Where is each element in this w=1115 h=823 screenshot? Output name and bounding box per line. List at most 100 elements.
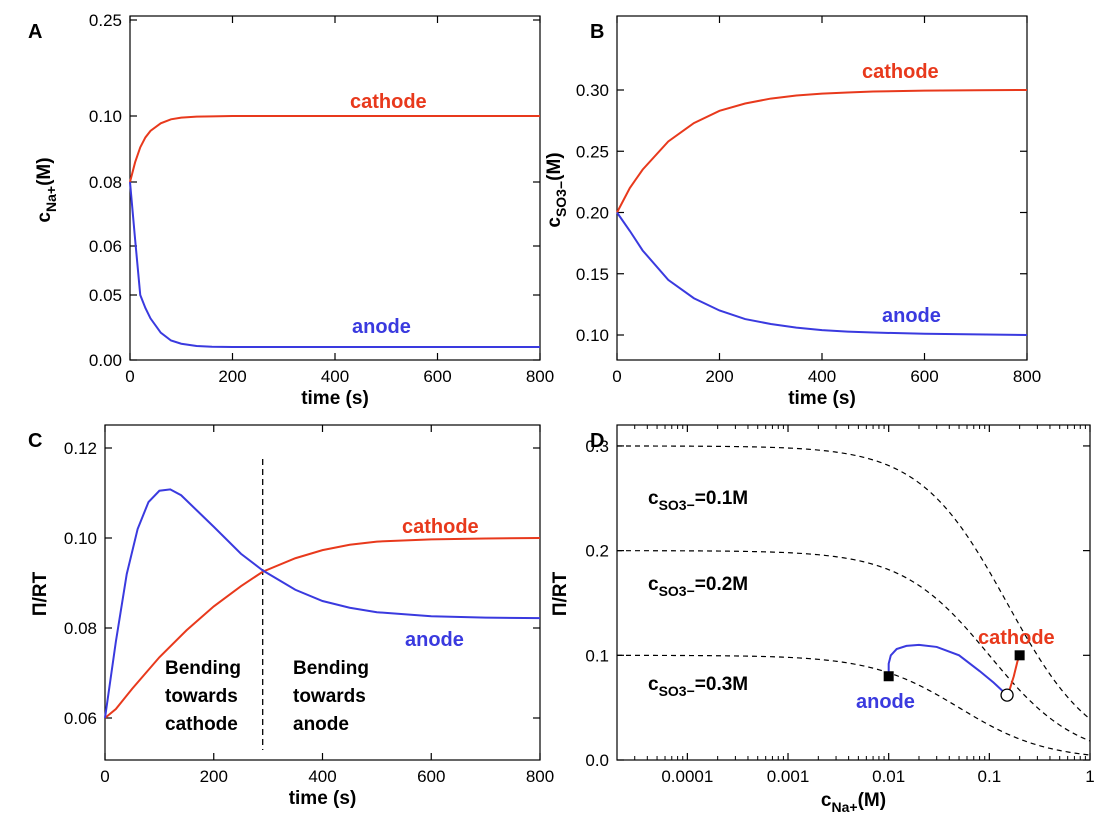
isoline-label-value: =0.3M [695, 674, 748, 695]
y-tick-label: 0.00 [89, 351, 122, 370]
x-axis-label-sub: Na+ [832, 799, 858, 815]
marker-open-circle [1000, 688, 1014, 702]
y-tick-label: 0.10 [576, 326, 609, 345]
x-tick-label: 1 [1085, 767, 1094, 786]
isoline-3 [617, 445, 1091, 720]
y-tick-label: 0.20 [576, 204, 609, 223]
x-tick-label: 600 [417, 767, 445, 786]
y-tick-label: 0.25 [576, 142, 609, 161]
panel-label: C [28, 430, 42, 452]
y-tick-label: 0.10 [89, 107, 122, 126]
y-axis-label-main: c [544, 217, 565, 228]
series-line-anode [129, 181, 540, 348]
x-tick-label: 200 [200, 767, 228, 786]
y-tick-label: 0.08 [89, 173, 122, 192]
x-axis-label: time (s) [788, 388, 856, 409]
series-line-anode [887, 643, 1008, 696]
x-tick-label: 0.1 [978, 767, 1002, 786]
isoline-label: cSO3−=0.3M [648, 674, 748, 699]
panel-b: B 0 200 400 600 800 0.10 0.15 0.20 0.25 0.30 cSO3−(… [544, 15, 1041, 409]
x-tick-label: 400 [808, 367, 836, 386]
y-tick-label: 0.06 [64, 709, 97, 728]
annotation-text: Bending [293, 658, 369, 679]
y-tick-label: 0.0 [585, 751, 609, 770]
isoline-label: cSO3−=0.2M [648, 574, 748, 599]
x-axis-label-unit: (M) [858, 790, 886, 811]
series-label-cathode: cathode [978, 627, 1055, 649]
y-tick-label: 0.2 [585, 542, 609, 561]
y-axis-label: cSO3−(M) [544, 152, 569, 227]
y-axis-label-sub: SO3− [553, 181, 569, 217]
x-tick-label: 200 [218, 367, 246, 386]
series-line-anode [616, 211, 1028, 336]
series-line-cathode [616, 89, 1028, 213]
annotation-text: cathode [165, 714, 238, 735]
series-label-cathode: cathode [350, 91, 427, 113]
y-tick-label: 0.06 [89, 237, 122, 256]
y-axis-label-unit: (M) [544, 152, 565, 180]
y-tick-label: 0.30 [576, 81, 609, 100]
series-label-cathode: cathode [862, 61, 939, 83]
series-label-anode: anode [882, 305, 941, 327]
isoline-label-value: =0.1M [695, 488, 748, 509]
x-tick-label: 0 [125, 367, 134, 386]
y-axis-label-main: c [34, 212, 55, 223]
isoline-label-value: =0.2M [695, 574, 748, 595]
annotation-text: towards [293, 686, 366, 707]
isoline-1 [616, 654, 1091, 756]
y-tick-label: 0.05 [89, 286, 122, 305]
marker-square [1014, 650, 1025, 661]
y-tick-label: 0.3 [585, 437, 609, 456]
x-tick-label: 0.001 [767, 767, 810, 786]
series-label-cathode: cathode [402, 516, 479, 538]
series-label-anode: anode [856, 691, 915, 713]
series-label-anode: anode [352, 316, 411, 338]
plot-frame [129, 15, 541, 361]
x-tick-label: 800 [1013, 367, 1041, 386]
x-tick-label: 200 [705, 367, 733, 386]
marker-square [883, 671, 894, 682]
y-axis-label: cNa+(M) [34, 157, 59, 222]
x-tick-label: 0 [100, 767, 109, 786]
y-axis-label-sub: Na+ [43, 186, 59, 212]
annotation-text: Bending [165, 658, 241, 679]
x-axis-label: time (s) [301, 388, 369, 409]
x-tick-label: 0.01 [872, 767, 905, 786]
y-axis-label: Π/RT [30, 571, 51, 616]
x-tick-label: 600 [423, 367, 451, 386]
isoline-label-main: c [648, 674, 659, 695]
y-axis-label: Π/RT [550, 571, 571, 616]
x-tick-label: 600 [910, 367, 938, 386]
isoline-label-sub: SO3− [659, 683, 695, 699]
x-tick-label: 400 [308, 767, 336, 786]
series-label-anode: anode [405, 629, 464, 651]
isoline-label-main: c [648, 574, 659, 595]
plot-frame [616, 424, 1091, 761]
isoline-2 [617, 550, 1091, 742]
annotation-text: towards [165, 686, 238, 707]
series-line-cathode [104, 537, 541, 719]
y-tick-label: 0.08 [64, 619, 97, 638]
x-tick-label: 0 [612, 367, 621, 386]
panel-d: D0.0001 0.001 0.01 0.1 10.00.10.20.3Π/RTcNa+… [550, 424, 1095, 815]
x-tick-label: 400 [321, 367, 349, 386]
panel-label: A [28, 21, 42, 43]
panel-c: C 0 200 400 600 800 0.06 0.08 0.10 0.12 Π/RT time (… [28, 424, 554, 809]
y-tick-label: 0.10 [64, 529, 97, 548]
x-axis-label: time (s) [289, 788, 357, 809]
panel-label: D [590, 430, 604, 452]
y-tick-label: 0.25 [89, 11, 122, 30]
y-tick-label: 0.15 [576, 265, 609, 284]
isoline-label-sub: SO3− [659, 583, 695, 599]
x-axis-label-main: c [821, 790, 832, 811]
x-tick-label: 0.0001 [661, 767, 713, 786]
annotation-text: anode [293, 714, 349, 735]
x-axis-label: cNa+(M) [821, 790, 886, 815]
series-line-anode [104, 488, 541, 719]
y-tick-label: 0.12 [64, 439, 97, 458]
x-tick-label: 800 [526, 367, 554, 386]
y-tick-label: 0.1 [585, 646, 609, 665]
panel-a: A 0 200 400 600 800 0.00 0.05 0.06 0.08 0.10 0.25 cN… [28, 11, 554, 409]
isoline-label-main: c [648, 488, 659, 509]
